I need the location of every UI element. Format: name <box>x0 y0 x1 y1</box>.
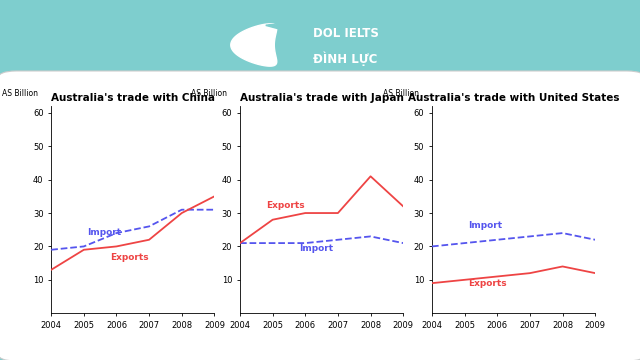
Text: Import: Import <box>299 244 333 253</box>
Text: Exports: Exports <box>110 253 148 262</box>
Text: Import: Import <box>87 228 121 237</box>
Text: DOL IELTS: DOL IELTS <box>314 27 380 40</box>
FancyBboxPatch shape <box>0 71 640 360</box>
Text: ĐÌNH LỰC: ĐÌNH LỰC <box>314 51 378 66</box>
Text: Exports: Exports <box>266 201 305 210</box>
Text: Exports: Exports <box>468 279 506 288</box>
Title: Australia's trade with United States: Australia's trade with United States <box>408 93 620 103</box>
Polygon shape <box>231 24 276 66</box>
Title: Australia's trade with China: Australia's trade with China <box>51 93 215 103</box>
Text: Import: Import <box>468 221 502 230</box>
Text: AS Billion: AS Billion <box>3 89 38 98</box>
Text: AS Billion: AS Billion <box>191 89 227 98</box>
Polygon shape <box>266 24 287 31</box>
Text: AS Billion: AS Billion <box>383 89 419 98</box>
Title: Australia's trade with Japan: Australia's trade with Japan <box>239 93 404 103</box>
